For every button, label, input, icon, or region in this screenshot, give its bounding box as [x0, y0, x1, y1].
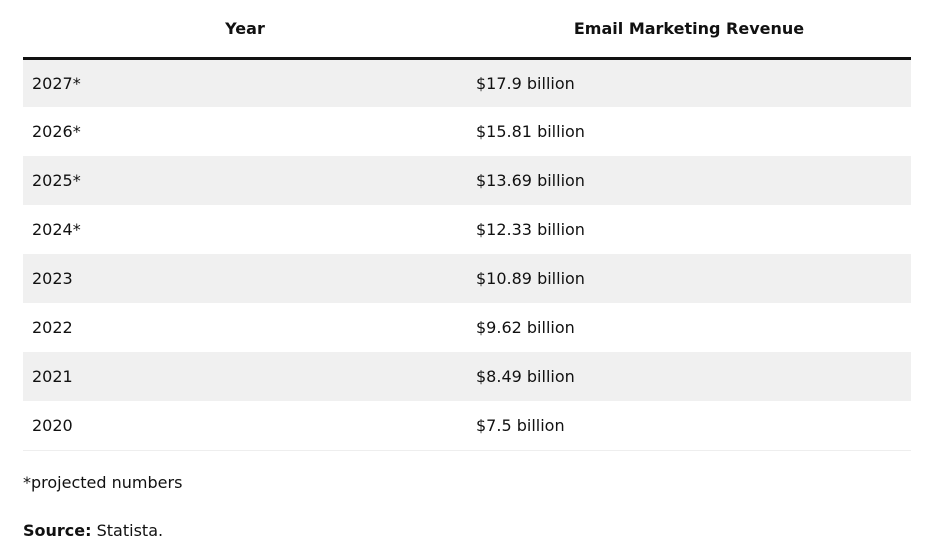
- table-row: 2027* $17.9 billion: [23, 58, 911, 107]
- revenue-table-container: Year Email Marketing Revenue 2027* $17.9…: [23, 0, 911, 451]
- source-text: Statista.: [96, 521, 164, 540]
- cell-revenue: $10.89 billion: [467, 254, 911, 303]
- cell-revenue: $13.69 billion: [467, 156, 911, 205]
- cell-year: 2022: [23, 303, 467, 352]
- table-row: 2025* $13.69 billion: [23, 156, 911, 205]
- footnote: *projected numbers: [23, 473, 183, 492]
- table-row: 2020 $7.5 billion: [23, 401, 911, 451]
- table-row: 2021 $8.49 billion: [23, 352, 911, 401]
- table-row: 2022 $9.62 billion: [23, 303, 911, 352]
- cell-year: 2026*: [23, 107, 467, 156]
- cell-year: 2020: [23, 401, 467, 451]
- cell-revenue: $8.49 billion: [467, 352, 911, 401]
- header-revenue: Email Marketing Revenue: [467, 0, 911, 60]
- table-row: 2023 $10.89 billion: [23, 254, 911, 303]
- source-label: Source:: [23, 521, 92, 540]
- cell-revenue: $12.33 billion: [467, 205, 911, 254]
- header-year: Year: [23, 0, 467, 60]
- cell-year: 2024*: [23, 205, 467, 254]
- cell-revenue: $7.5 billion: [467, 401, 911, 451]
- revenue-table: Year Email Marketing Revenue 2027* $17.9…: [23, 0, 911, 451]
- cell-revenue: $9.62 billion: [467, 303, 911, 352]
- table-row: 2026* $15.81 billion: [23, 107, 911, 156]
- table-row: 2024* $12.33 billion: [23, 205, 911, 254]
- cell-year: 2027*: [23, 58, 467, 107]
- source-line: Source: Statista.: [23, 520, 163, 542]
- cell-year: 2023: [23, 254, 467, 303]
- cell-year: 2021: [23, 352, 467, 401]
- cell-revenue: $15.81 billion: [467, 107, 911, 156]
- table-header-row: Year Email Marketing Revenue: [23, 0, 911, 60]
- cell-year: 2025*: [23, 156, 467, 205]
- cell-revenue: $17.9 billion: [467, 58, 911, 107]
